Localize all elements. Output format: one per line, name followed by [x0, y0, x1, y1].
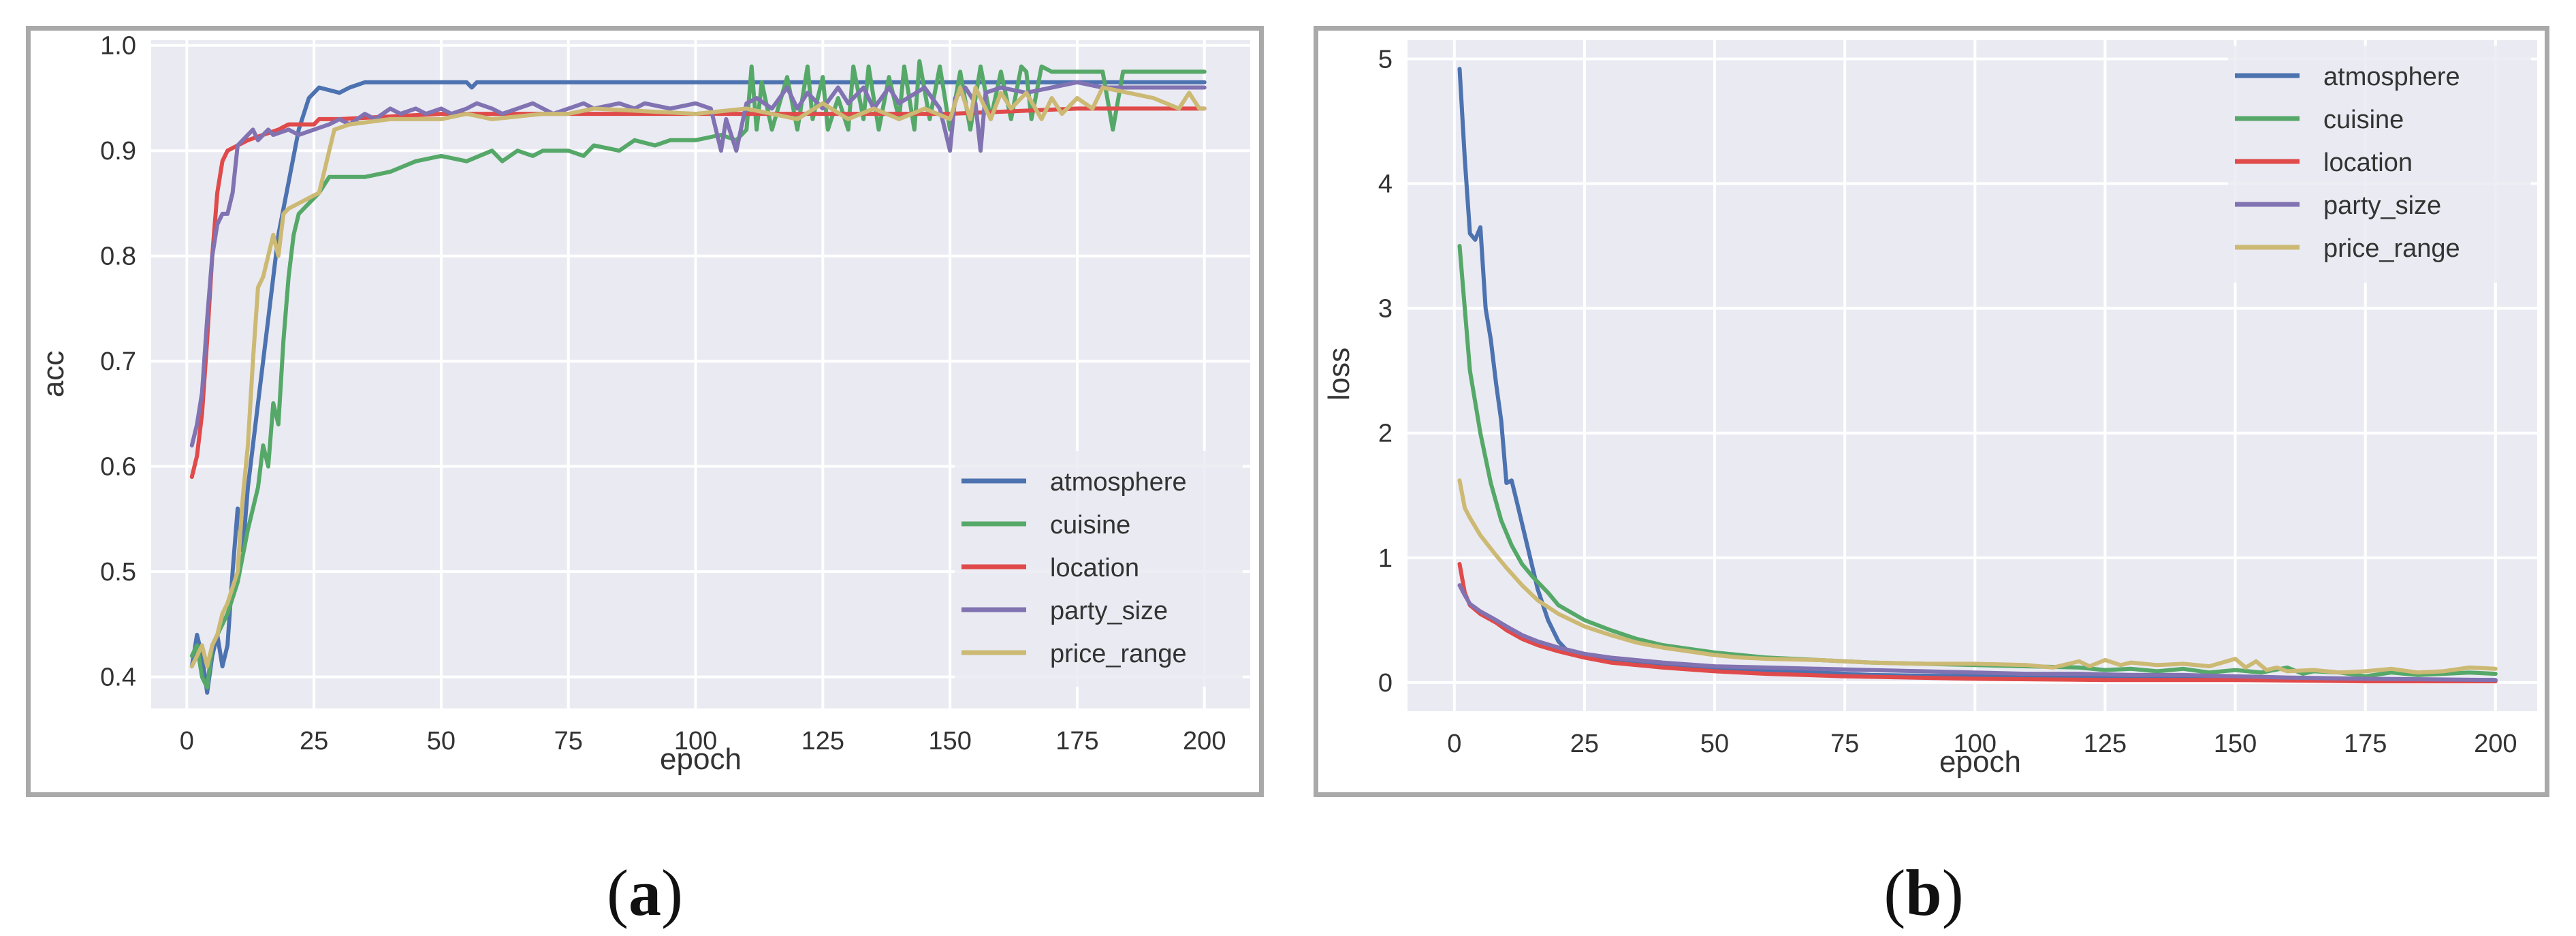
- legend-label-price_range: price_range: [2323, 234, 2460, 263]
- x-tick-label: 0: [1447, 730, 1461, 758]
- caption-a-close: ): [661, 856, 683, 929]
- x-tick-label: 0: [180, 727, 194, 755]
- legend-label-location: location: [1050, 554, 1139, 582]
- y-tick-label: 0.9: [100, 137, 136, 166]
- legend-box: [2228, 46, 2531, 283]
- loss-chart: 0 25 50 75 100 125 150 175 200 0 1 2 3 4 5 epoch loss atm…: [1322, 40, 2537, 779]
- x-tick-label: 75: [554, 727, 583, 755]
- legend-label-party_size: party_size: [2323, 191, 2441, 220]
- y-tick-label: 3: [1378, 295, 1393, 324]
- x-tick-label: 150: [2214, 730, 2257, 758]
- caption-b: (b): [1822, 855, 2026, 931]
- series-line-atmosphere: [189, 80, 1207, 695]
- x-tick-label: 25: [300, 727, 328, 755]
- series-line-location: [1457, 562, 2498, 684]
- series-line-price_range: [1457, 478, 2498, 675]
- y-tick-label: 5: [1378, 45, 1393, 74]
- caption-b-open: (: [1883, 856, 1906, 929]
- y-tick-label: 0.4: [100, 664, 136, 692]
- caption-b-close: ): [1941, 856, 1964, 929]
- caption-b-letter: b: [1905, 856, 1942, 929]
- caption-a: (a): [543, 855, 747, 931]
- x-tick-label: 75: [1830, 730, 1859, 758]
- y-tick-label: 1: [1378, 544, 1393, 573]
- x-axis-label: epoch: [660, 743, 742, 776]
- x-tick-label: 125: [801, 727, 844, 755]
- caption-a-letter: a: [629, 856, 661, 929]
- series-line-price_range: [189, 85, 1207, 669]
- accuracy-chart: 0 25 50 75 100 125 150 175 200 0.4 0.5 0.6 0.7 0.8 0.9…: [37, 32, 1250, 776]
- x-tick-label: 175: [1055, 727, 1098, 755]
- legend-label-party_size: party_size: [1050, 597, 1168, 625]
- legend-label-location: location: [2323, 149, 2413, 177]
- x-tick-label: 100: [1954, 730, 1997, 758]
- y-tick-label: 0: [1378, 669, 1393, 698]
- y-tick-label: 1.0: [100, 32, 136, 61]
- chart-panel-b: 0 25 50 75 100 125 150 175 200 0 1 2 3 4 5 epoch loss atm…: [1314, 26, 2549, 797]
- legend-label-cuisine: cuisine: [1050, 511, 1130, 540]
- x-tick-label: 150: [928, 727, 971, 755]
- legend-label-price_range: price_range: [1050, 640, 1187, 668]
- x-tick-label: 50: [1700, 730, 1729, 758]
- legend-label-atmosphere: atmosphere: [1050, 468, 1187, 497]
- y-tick-label: 2: [1378, 420, 1393, 448]
- y-tick-label: 4: [1378, 170, 1393, 199]
- y-tick-label: 0.6: [100, 453, 136, 482]
- legend-label-atmosphere: atmosphere: [2323, 63, 2460, 91]
- series-line-party_size: [1457, 583, 2498, 683]
- x-tick-label: 25: [1570, 730, 1599, 758]
- y-axis-label: acc: [37, 351, 70, 397]
- y-tick-label: 0.5: [100, 558, 136, 587]
- chart-panel-a: 0 25 50 75 100 125 150 175 200 0.4 0.5 0.6 0.7 0.8 0.9…: [26, 26, 1264, 797]
- x-tick-label: 100: [674, 727, 717, 755]
- x-tick-label: 175: [2344, 730, 2387, 758]
- x-tick-label: 125: [2084, 730, 2127, 758]
- legend-label-cuisine: cuisine: [2323, 106, 2404, 134]
- y-axis-label: loss: [1322, 347, 1356, 401]
- x-tick-label: 200: [2474, 730, 2517, 758]
- y-tick-label: 0.8: [100, 243, 136, 271]
- x-axis-label: epoch: [1939, 745, 2021, 779]
- caption-a-open: (: [607, 856, 629, 929]
- x-tick-label: 50: [427, 727, 456, 755]
- series-line-party_size: [189, 80, 1207, 448]
- y-tick-label: 0.7: [100, 347, 136, 376]
- x-tick-label: 200: [1183, 727, 1226, 755]
